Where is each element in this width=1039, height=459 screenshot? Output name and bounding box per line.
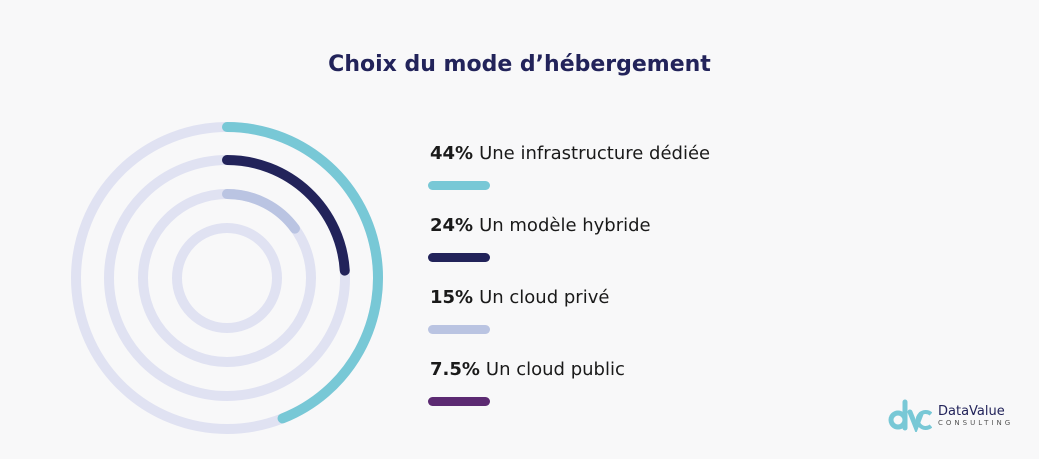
legend-value: 15% [430, 287, 474, 308]
legend-value: 24% [430, 215, 474, 236]
ring-arc [222, 122, 383, 424]
logo: DataValue CONSULTING [888, 398, 1013, 432]
legend-label: Un cloud public [485, 359, 625, 380]
logo-sub: CONSULTING [938, 418, 1014, 427]
ring-arc [222, 189, 300, 234]
legend-item: 15% Un cloud privé [430, 287, 609, 308]
legend-label: Un cloud privé [479, 287, 610, 308]
ring-track [172, 223, 282, 333]
legend-value: 44% [430, 143, 474, 164]
legend-label: Une infrastructure dédiée [479, 143, 711, 164]
legend-value: 7.5% [430, 359, 480, 380]
legend-swatch [428, 397, 490, 406]
logo-name: DataValue [938, 403, 1005, 419]
legend-item: 44% Une infrastructure dédiée [430, 143, 710, 164]
legend-swatch [428, 253, 490, 262]
legend-item: 24% Un modèle hybride [430, 215, 651, 236]
legend-swatch [428, 325, 490, 334]
legend-label: Un modèle hybride [479, 215, 651, 236]
legend-item: 7.5% Un cloud public [430, 359, 625, 380]
ring-arc [222, 155, 350, 276]
legend-swatch [428, 181, 490, 190]
logo-mark-icon [888, 399, 932, 432]
chart-title: Choix du mode d’hébergement [328, 52, 711, 77]
